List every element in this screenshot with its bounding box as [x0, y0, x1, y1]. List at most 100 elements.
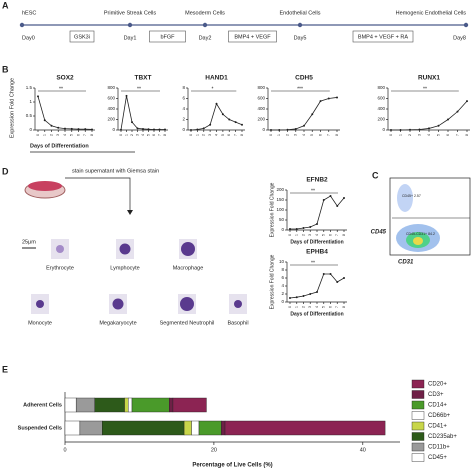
- x-tick-label: 5: [436, 134, 440, 136]
- point: [50, 124, 53, 127]
- point: [428, 127, 430, 130]
- chart-title: CDH5: [295, 75, 313, 82]
- point: [327, 97, 330, 100]
- point: [418, 128, 421, 131]
- panel-letter: A: [2, 0, 9, 10]
- x-tick-label: 2: [408, 134, 412, 136]
- bar-segment: [124, 397, 129, 413]
- y-tick-label: 400: [257, 106, 265, 111]
- legend-label: CD235ab+: [428, 434, 457, 440]
- bar-segment: [172, 397, 207, 413]
- legend-swatch: [411, 442, 425, 452]
- x-tick-label: 0: [389, 134, 393, 136]
- point: [309, 293, 312, 295]
- x-tick-label: 6: [318, 134, 322, 136]
- x-tick-label: 7: [327, 134, 331, 136]
- y-tick-label: Adherent Cells: [23, 402, 62, 408]
- point: [64, 127, 66, 130]
- y-tick-label: 200: [107, 117, 115, 122]
- x-tick-label: 0: [36, 134, 40, 136]
- day-label: Day8: [453, 35, 466, 41]
- y-tick-label: 1.5: [26, 85, 33, 90]
- timeline-dot: [202, 22, 208, 28]
- point: [209, 123, 212, 126]
- point: [319, 100, 322, 103]
- x-tick-label: 1: [295, 234, 299, 236]
- legend-swatch: [411, 411, 425, 420]
- point: [57, 126, 60, 129]
- y-tick-label: 800: [377, 85, 385, 90]
- x-tick-label: 0: [189, 134, 193, 136]
- stage-label: Endothelial Cells: [280, 10, 321, 16]
- y-tick-label: 0: [281, 299, 284, 304]
- bar-segment: [75, 397, 95, 413]
- y-tick-label: 0: [29, 127, 32, 132]
- cell-label: Macrophage: [173, 265, 204, 271]
- treatment-label: GSK3i: [74, 34, 90, 40]
- x-tick-label: 5: [310, 134, 314, 136]
- x-tick-label: 7: [157, 134, 161, 136]
- legend-label: CD20+: [428, 382, 447, 388]
- x-tick-label: 3: [308, 306, 312, 308]
- cell: [112, 298, 124, 310]
- timeline-dot: [297, 22, 303, 28]
- day-label: Day1: [124, 35, 137, 41]
- bar-segment: [131, 397, 170, 413]
- point: [120, 128, 122, 131]
- chart-title: RUNX1: [418, 75, 440, 82]
- flow-cloud: [397, 184, 413, 212]
- y-tick-label: 0: [112, 127, 115, 132]
- y-axis-label: CD45: [371, 230, 387, 236]
- x-tick-label: 4: [141, 134, 145, 136]
- point: [302, 295, 305, 297]
- x-tick-label: 4: [302, 134, 306, 136]
- timeline-dot: [127, 22, 133, 28]
- legend-swatch: [411, 453, 425, 462]
- y-tick-label: 2: [281, 291, 284, 296]
- legend-swatch: [411, 421, 425, 431]
- y-tick-label: 1: [29, 99, 32, 104]
- line: [120, 95, 165, 130]
- legend-label: CD41+: [428, 424, 447, 430]
- point: [303, 124, 305, 127]
- x-tick-label: 1: [195, 134, 199, 136]
- stage-label: Mesoderm Cells: [185, 10, 225, 16]
- y-axis-label: Expression Fold Change: [269, 182, 275, 237]
- treatment-label: BMP4 + VEGF: [234, 34, 271, 40]
- x-tick-label: 7: [455, 134, 459, 136]
- x-tick-label: 6: [152, 134, 156, 136]
- point: [70, 127, 73, 130]
- point: [466, 100, 468, 103]
- x-tick-label: 3: [294, 134, 298, 136]
- x-tick-label: 7: [335, 306, 339, 308]
- point: [309, 226, 312, 228]
- bar-segment: [221, 420, 226, 436]
- timeline-dot: [463, 22, 469, 28]
- cell-label: Erythrocyte: [46, 265, 74, 271]
- significance: *: [212, 86, 214, 92]
- point: [322, 199, 325, 201]
- legend-swatch: [411, 432, 425, 441]
- y-tick-label: 4: [182, 106, 185, 111]
- y-tick-label: 0.5: [26, 113, 33, 118]
- point: [343, 277, 345, 279]
- x-tick-label: 6: [328, 234, 332, 236]
- x-tick-label: 2: [285, 134, 289, 136]
- cell: [36, 300, 44, 308]
- x-axis-label: Days of Differentiation: [30, 143, 89, 149]
- bar-segment: [94, 397, 125, 413]
- x-tick-label: 8: [163, 134, 167, 136]
- legend-label: CD3+: [428, 392, 444, 398]
- x-tick-label: 1: [277, 134, 281, 136]
- point: [158, 128, 161, 131]
- legend-swatch: [411, 390, 425, 399]
- y-tick-label: 4: [281, 283, 284, 288]
- x-tick-label: 1: [43, 134, 47, 136]
- point: [131, 121, 133, 124]
- x-tick-label: 7: [83, 134, 87, 136]
- point: [91, 128, 93, 131]
- day-label: Day5: [294, 35, 307, 41]
- x-tick-label: 0: [288, 306, 292, 308]
- y-tick-label: 800: [107, 85, 115, 90]
- cell-label: Megakaryocyte: [99, 320, 136, 326]
